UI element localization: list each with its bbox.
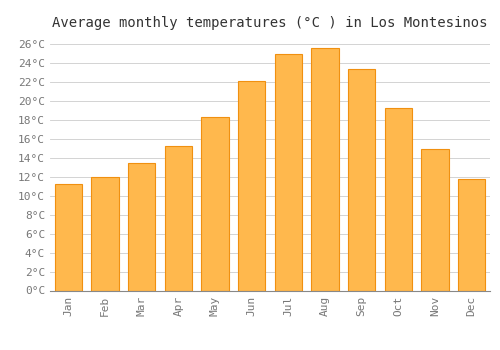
Bar — [164, 146, 192, 290]
Bar — [421, 148, 448, 290]
Bar — [238, 81, 266, 290]
Bar — [348, 69, 376, 290]
Title: Average monthly temperatures (°C ) in Los Montesinos: Average monthly temperatures (°C ) in Lo… — [52, 16, 488, 30]
Bar — [458, 179, 485, 290]
Bar — [91, 177, 119, 290]
Bar — [384, 108, 412, 290]
Bar — [274, 54, 302, 290]
Bar — [311, 48, 339, 290]
Bar — [201, 117, 229, 290]
Bar — [128, 163, 156, 290]
Bar — [54, 183, 82, 290]
